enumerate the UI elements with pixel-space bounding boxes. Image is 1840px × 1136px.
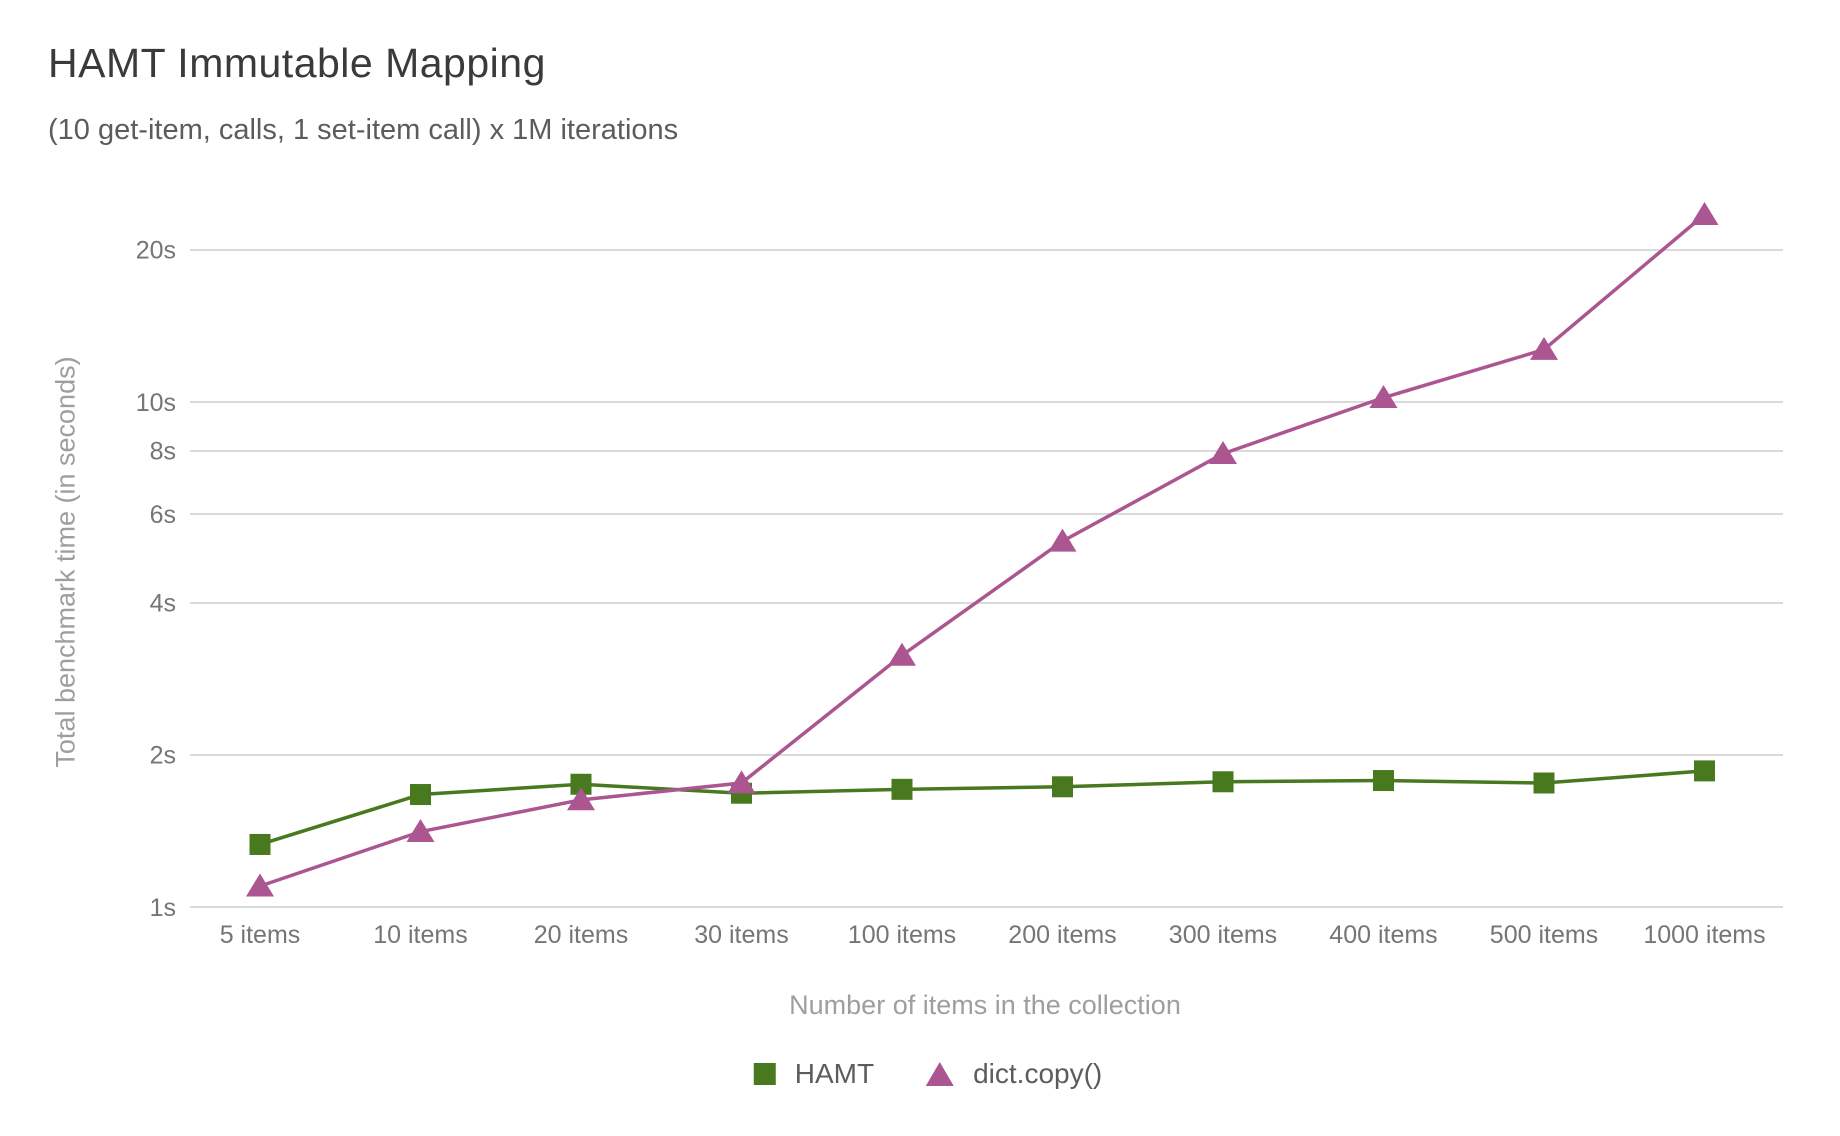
chart-subtitle: (10 get-item, calls, 1 set-item call) x … <box>48 114 679 146</box>
x-tick-label: 500 items <box>1490 921 1598 949</box>
series-line-hamt <box>259 769 1705 847</box>
x-tick-label: 200 items <box>1008 921 1116 949</box>
dict-copy-triangle-swatch-icon <box>926 1062 955 1086</box>
data-point-marker <box>1052 776 1073 798</box>
data-point-marker <box>1373 770 1394 792</box>
legend-label-hamt: HAMT <box>794 1058 875 1089</box>
data-point-marker <box>406 818 435 842</box>
data-point-marker <box>727 770 756 794</box>
data-point-marker <box>888 642 916 666</box>
data-point-marker <box>1694 760 1715 782</box>
y-tick-label: 8s <box>150 438 176 466</box>
y-tick-label: 10s <box>136 389 176 417</box>
legend: HAMT dict.copy() <box>753 1058 1102 1090</box>
legend-item-hamt: HAMT <box>753 1058 875 1090</box>
data-point-marker <box>246 873 274 897</box>
x-tick-label: 1000 items <box>1643 921 1765 949</box>
data-point-marker <box>410 784 431 806</box>
data-point-marker <box>1690 201 1719 225</box>
data-point-marker <box>1533 772 1555 794</box>
data-point-marker <box>891 778 913 800</box>
data-point-marker <box>1530 336 1558 360</box>
data-point-marker <box>249 833 271 855</box>
data-point-marker <box>570 773 592 795</box>
data-point-marker <box>1369 385 1398 409</box>
y-tick-label: 6s <box>150 501 176 529</box>
y-tick-label: 2s <box>150 742 176 770</box>
x-tick-label: 5 items <box>220 921 301 949</box>
y-tick-label: 1s <box>150 894 176 922</box>
legend-label-dict-copy: dict.copy() <box>973 1058 1103 1089</box>
x-tick-label: 30 items <box>694 921 788 949</box>
data-point-marker <box>1209 441 1237 465</box>
x-axis-title: Number of items in the collection <box>789 990 1181 1020</box>
y-tick-label: 20s <box>136 237 176 265</box>
x-tick-label: 400 items <box>1329 921 1437 949</box>
data-point-marker <box>567 787 595 811</box>
series-line-dict-copy- <box>259 213 1706 888</box>
chart-title: HAMT Immutable Mapping <box>48 40 546 86</box>
x-tick-label: 10 items <box>373 921 467 949</box>
hamt-square-swatch-icon <box>753 1063 776 1085</box>
legend-item-dict-copy: dict.copy() <box>926 1058 1102 1090</box>
y-tick-label: 4s <box>150 590 176 618</box>
data-point-marker <box>1212 771 1234 793</box>
data-point-marker <box>1048 528 1077 552</box>
x-tick-label: 100 items <box>848 921 956 949</box>
x-tick-label: 300 items <box>1169 921 1277 949</box>
x-tick-label: 20 items <box>534 921 628 949</box>
